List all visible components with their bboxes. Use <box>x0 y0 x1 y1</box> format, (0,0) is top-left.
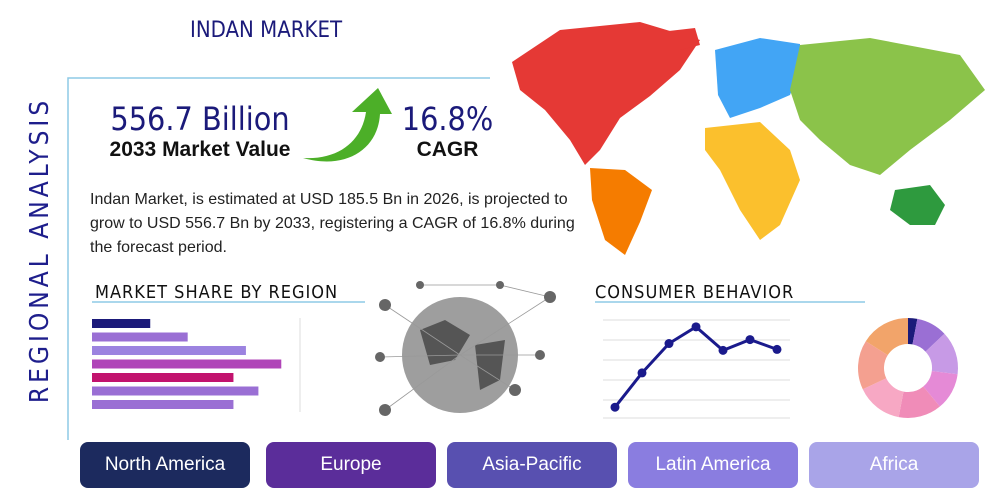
frame <box>67 77 865 440</box>
point <box>718 345 728 355</box>
growth-arrow <box>303 88 392 162</box>
point <box>637 368 647 378</box>
title: INDAN MARKET <box>190 18 343 43</box>
stat-value: 556.7 Billion <box>110 100 290 138</box>
region-button[interactable]: Europe <box>266 442 436 488</box>
donut-segment <box>923 371 958 407</box>
donut-segment <box>858 341 888 390</box>
bar <box>92 319 151 328</box>
side-title: REGIONAL ANALYSIS <box>25 96 55 404</box>
bar <box>92 373 234 382</box>
bar <box>92 386 259 396</box>
description: Indan Market, is estimated at USD 185.5 … <box>90 191 575 256</box>
point <box>610 402 620 412</box>
section-title: MARKET SHARE BY REGION <box>95 282 339 303</box>
region-button[interactable]: North America <box>80 442 250 488</box>
donut-segment <box>908 318 918 345</box>
donut-segment <box>862 378 904 418</box>
point <box>772 344 782 354</box>
stat-label: CAGR <box>416 138 479 161</box>
donut-segment <box>912 318 945 352</box>
donut-segment <box>898 386 940 418</box>
world-map <box>512 22 985 255</box>
point <box>691 322 701 332</box>
donut-segment <box>865 318 908 356</box>
bar <box>92 346 246 355</box>
point <box>745 335 755 345</box>
region-button[interactable]: Africa <box>809 442 979 488</box>
section-title: CONSUMER BEHAVIOR <box>595 282 795 303</box>
bar <box>92 332 188 342</box>
line-grid <box>603 319 790 419</box>
stat-value: 16.8% <box>401 100 494 138</box>
point <box>664 339 674 349</box>
region-button[interactable]: Asia-Pacific <box>447 442 617 488</box>
bar <box>92 359 282 369</box>
region-button[interactable]: Latin America <box>628 442 798 488</box>
globe-network <box>375 281 556 416</box>
stat-label: 2033 Market Value <box>109 138 291 161</box>
donut-segment <box>925 333 958 375</box>
bar <box>92 400 234 409</box>
